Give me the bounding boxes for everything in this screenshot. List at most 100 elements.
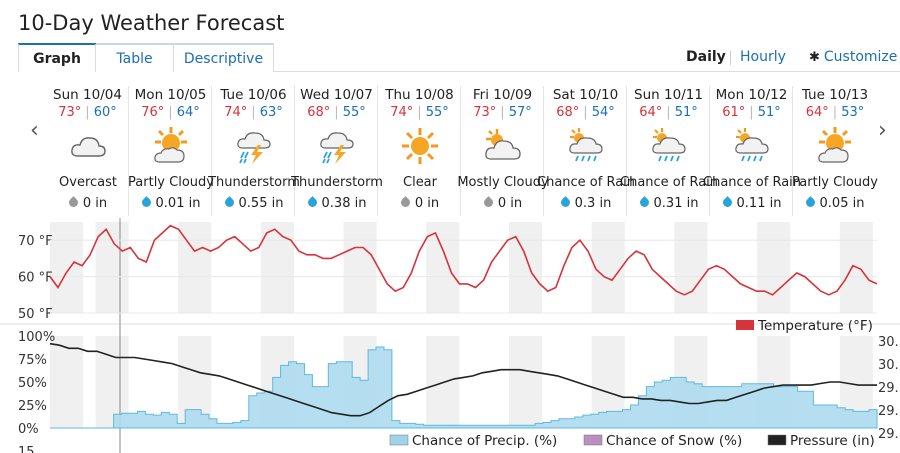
temperature-legend-swatch [736,320,754,330]
day-condition: Clear [403,175,437,190]
page-title: 10-Day Weather Forecast [18,11,285,35]
temp-axis-label: 70 °F [18,234,53,249]
day-cell[interactable]: Tue 10/13 64° | 53° Partly Cloudy 0.05 in [792,86,878,216]
temp-divider: | [85,105,90,120]
precip-value: 0.05 in [819,196,865,211]
tab-table[interactable]: Table [96,43,174,72]
high-temp: 64° [639,105,663,120]
tab-graph[interactable]: Graph [18,43,96,72]
precip-value: 0.31 in [653,196,699,211]
day-date: Sun 10/11 [634,87,703,103]
night-band [343,222,377,313]
low-temp: 53° [841,105,865,120]
day-temps: 74° | 63° [213,104,294,122]
tab-bar: Graph Table Descriptive Daily Hourly ✱ Cu… [18,43,900,72]
day-precip-amount: 0.3 in [537,196,635,211]
day-precip-amount: 0 in [454,196,552,211]
day-cell[interactable]: Fri 10/09 73° | 57° Mostly Cloudy 0 in [457,86,549,216]
day-condition: Chance of Rain [537,175,636,190]
day-precip-amount: 0.11 in [703,196,801,211]
night-band [95,336,129,428]
daily-option[interactable]: Daily [686,49,726,65]
night-band [591,222,625,313]
night-band [508,222,543,313]
temp-divider: | [832,105,838,120]
day-condition: Thunderstorm [291,175,383,190]
day-precip-amount: 0 in [371,196,469,211]
day-date: Thu 10/08 [385,87,454,103]
precip-value: 0 in [82,196,108,211]
day-cell[interactable]: Sun 10/04 73° | 60° Overcast 0 in [47,86,129,216]
next-arrow-icon[interactable]: › [878,118,887,143]
day-cell[interactable]: Mon 10/12 61° | 51° Chance of Rain 0.11 in [703,86,801,216]
high-temp: 76° [141,105,165,120]
low-temp: 51° [674,105,698,120]
prev-arrow-icon[interactable]: ‹ [30,118,39,143]
percent-axis-label: 50% [18,376,47,391]
customize-button[interactable]: ✱ Customize [809,43,897,72]
night-band [674,222,708,313]
day-temps: 73° | 57° [462,104,543,122]
raindrop-icon [803,196,817,209]
percent-axis-label: 25% [18,399,47,414]
day-date: Sun 10/04 [53,87,122,103]
raindrop-icon [481,196,495,209]
legend-swatch [767,434,787,446]
day-cell[interactable]: Tue 10/06 74° | 63° Thunderstorm 0.55 in [208,86,300,216]
high-temp: 68° [556,105,580,120]
day-temps: 68° | 54° [545,104,626,122]
day-cell[interactable]: Sun 10/11 64° | 51° Chance of Rain 0.31 in [620,86,718,216]
night-band [95,222,129,313]
day-precip-amount: 0.55 in [205,196,303,211]
temp-divider: | [749,105,754,120]
day-precip-amount: 0.05 in [786,196,884,211]
percent-axis-label: 100% [18,330,55,345]
day-condition: Mostly Cloudy [457,175,549,190]
temp-axis-label: 50 °F [18,307,53,322]
pressure-axis-label: 29. [878,427,899,442]
high-temp: 74° [224,105,248,120]
hourly-option[interactable]: Hourly [740,49,786,65]
night-band [508,336,543,428]
low-temp: 54° [591,105,615,120]
precip-value: 0.38 in [321,196,367,211]
legend-label: Chance of Snow (%) [606,433,742,449]
option-divider [730,51,731,65]
precip-value: 0 in [414,196,440,211]
thunderstorm-icon [234,126,274,166]
temp-divider: | [168,105,173,120]
temp-divider: | [334,105,339,120]
day-condition: Chance of Rain [620,175,719,190]
partly-cloudy-icon [815,126,855,166]
day-date: Tue 10/06 [220,87,287,103]
day-precip-amount: 0.38 in [288,196,386,211]
legend-label: Pressure (in) [790,433,875,449]
customize-label: Customize [823,49,898,65]
raindrop-icon [720,196,734,209]
day-date: Sat 10/10 [552,87,619,103]
raindrop-icon [305,196,319,209]
legend-swatch [389,434,409,446]
day-precip-amount: 0.01 in [122,196,220,211]
temp-axis-label: 60 °F [18,271,53,286]
pressure-line [49,342,877,417]
pressure-axis-label: 29. [878,381,899,396]
precip-value: 0 in [497,196,523,211]
pressure-axis-label: 29. [878,404,899,419]
day-cell[interactable]: Mon 10/05 76° | 64° Partly Cloudy 0.01 in [128,86,214,216]
raindrop-icon [398,196,412,209]
chance-rain-icon [649,126,689,166]
raindrop-icon [139,196,153,209]
high-temp: 68° [307,105,331,120]
day-cell[interactable]: Thu 10/08 74° | 55° Clear 0 in [379,86,461,216]
tab-descriptive[interactable]: Descriptive [174,43,274,72]
partly-cloudy-icon [151,126,191,166]
day-temps: 74° | 55° [379,104,460,122]
day-cell[interactable]: Sat 10/10 68° | 54° Chance of Rain 0.3 in [537,86,635,216]
sun-icon [400,126,440,166]
thunderstorm-icon [317,126,357,166]
day-cell[interactable]: Wed 10/07 68° | 55° Thunderstorm 0.38 in [291,86,383,216]
low-temp: 55° [425,105,449,120]
raindrop-icon [637,196,651,209]
precip-value: 0.55 in [238,196,284,211]
